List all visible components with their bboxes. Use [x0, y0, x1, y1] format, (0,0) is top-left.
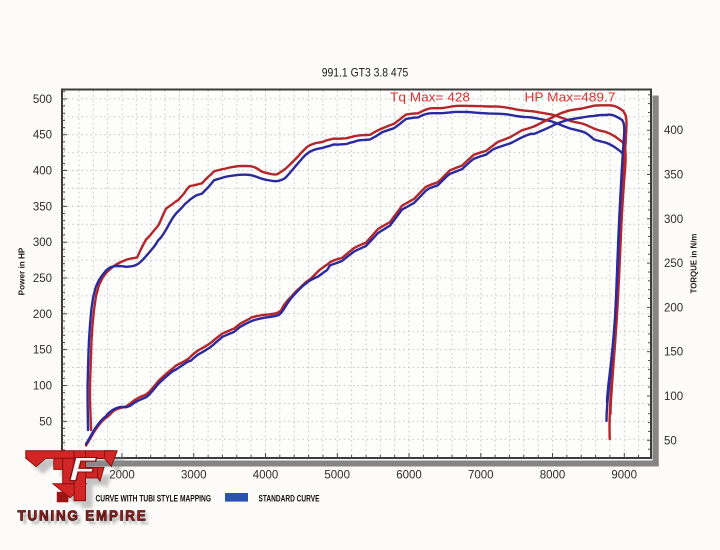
svg-text:100: 100	[664, 391, 683, 403]
svg-text:400: 400	[664, 125, 683, 137]
svg-text:CURVE WITH TUBI STYLE MAPPING: CURVE WITH TUBI STYLE MAPPING	[96, 493, 212, 504]
svg-text:150: 150	[33, 345, 52, 357]
svg-text:TUNING EMPIRE: TUNING EMPIRE	[21, 512, 151, 528]
svg-text:TORQUE in N/m: TORQUE in N/m	[690, 234, 699, 294]
svg-text:HP Max=489.7: HP Max=489.7	[525, 90, 616, 105]
svg-text:Power in HP: Power in HP	[18, 247, 27, 295]
svg-text:4000: 4000	[253, 470, 279, 482]
svg-text:150: 150	[664, 347, 683, 359]
svg-text:2000: 2000	[109, 470, 135, 482]
svg-text:300: 300	[33, 237, 52, 249]
svg-text:50: 50	[39, 416, 52, 428]
svg-text:50: 50	[664, 435, 677, 447]
svg-text:200: 200	[33, 309, 52, 321]
svg-text:100: 100	[33, 381, 52, 393]
svg-text:6000: 6000	[396, 470, 422, 482]
svg-text:STANDARD CURVE: STANDARD CURVE	[259, 493, 320, 504]
svg-text:8000: 8000	[540, 470, 566, 482]
svg-text:250: 250	[664, 258, 683, 270]
svg-text:5000: 5000	[324, 470, 350, 482]
svg-text:7000: 7000	[468, 470, 494, 482]
svg-text:500: 500	[33, 94, 52, 106]
svg-text:TUNING EMPIRE: TUNING EMPIRE	[18, 509, 148, 525]
svg-text:300: 300	[664, 214, 683, 226]
svg-text:F: F	[69, 451, 97, 488]
svg-text:9000: 9000	[611, 470, 637, 482]
svg-text:3000: 3000	[181, 470, 207, 482]
svg-text:991.1 GT3 3.8 475: 991.1 GT3 3.8 475	[322, 66, 409, 80]
svg-text:350: 350	[33, 201, 52, 213]
svg-text:350: 350	[664, 170, 683, 182]
svg-text:250: 250	[33, 273, 52, 285]
svg-text:400: 400	[33, 166, 52, 178]
svg-text:200: 200	[664, 302, 683, 314]
svg-text:450: 450	[33, 130, 52, 142]
svg-text:Tq Max= 428: Tq Max= 428	[390, 90, 470, 105]
